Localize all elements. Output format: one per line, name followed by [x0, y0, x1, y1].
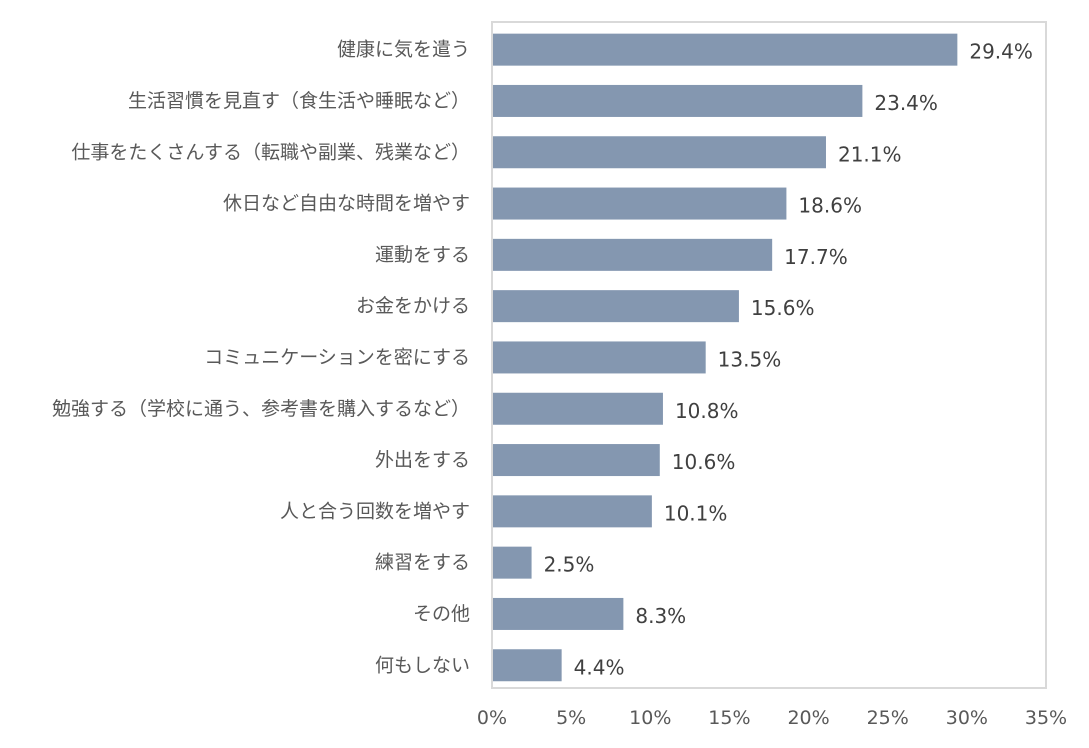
bar	[493, 136, 826, 169]
value-label: 10.6%	[672, 450, 736, 474]
bar	[493, 238, 773, 271]
category-label: 練習をする	[375, 552, 470, 574]
x-tick-label: 25%	[867, 707, 909, 729]
bar	[493, 392, 663, 425]
category-label: 外出をする	[375, 449, 470, 471]
bars-group	[493, 33, 958, 682]
x-tick-label: 0%	[477, 707, 507, 729]
value-label: 21.1%	[838, 142, 902, 166]
value-label: 2.5%	[544, 553, 595, 577]
x-tick-label: 35%	[1025, 707, 1067, 729]
category-label: 仕事をたくさんする（転職や副業、残業など）	[71, 141, 470, 163]
category-label: お金をかける	[356, 295, 470, 317]
value-label: 18.6%	[798, 194, 862, 218]
value-label: 10.1%	[664, 501, 728, 525]
value-label: 15.6%	[751, 296, 815, 320]
x-tick-label: 10%	[629, 707, 671, 729]
value-labels-group: 29.4% 23.4% 21.1% 18.6% 17.7% 15.6% 13.5% 10.8%…	[544, 40, 1033, 680]
value-label: 8.3%	[635, 604, 686, 628]
plot-frame	[491, 21, 1047, 689]
bar	[493, 597, 624, 630]
bar	[493, 649, 562, 682]
bar	[493, 84, 863, 117]
category-label: 運動をする	[375, 244, 470, 266]
category-label: 人と合う回数を増やす	[280, 500, 470, 522]
bar	[493, 444, 660, 477]
x-tick-label: 5%	[556, 707, 586, 729]
value-label: 4.4%	[574, 655, 625, 679]
value-label: 17.7%	[784, 245, 848, 269]
value-label: 13.5%	[718, 347, 782, 371]
x-axis-ticks: 0% 5% 10% 15% 20% 25% 30% 35%	[477, 707, 1067, 729]
category-label: コミュニケーションを密にする	[204, 346, 470, 368]
value-label: 10.8%	[675, 399, 739, 423]
bar	[493, 290, 739, 323]
x-tick-label: 30%	[946, 707, 988, 729]
category-label: 生活習慣を見直す（食生活や睡眠など）	[128, 90, 470, 112]
x-tick-label: 15%	[708, 707, 750, 729]
category-label: 何もしない	[375, 654, 470, 676]
category-label: その他	[413, 603, 470, 625]
category-label: 勉強する（学校に通う、参考書を購入するなど）	[52, 398, 470, 420]
bar	[493, 495, 652, 528]
bar	[493, 187, 787, 220]
value-label: 29.4%	[969, 40, 1033, 64]
bar	[493, 33, 958, 66]
bar	[493, 546, 532, 579]
bar	[493, 341, 706, 374]
category-label: 休日など自由な時間を増やす	[223, 193, 470, 215]
value-label: 23.4%	[874, 91, 938, 115]
x-tick-label: 20%	[787, 707, 829, 729]
category-label: 健康に気を遣う	[337, 39, 470, 61]
